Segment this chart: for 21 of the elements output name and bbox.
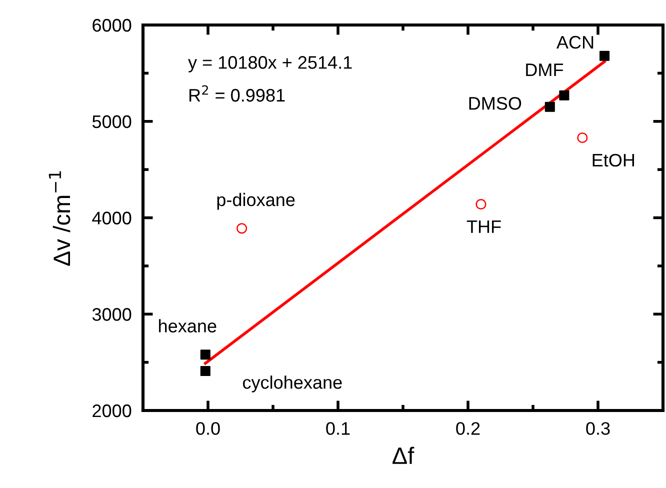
y-axis-title: Δv /cm$^{−1}$ (48, 171, 70, 266)
x-tick-label: 0.3 (586, 422, 610, 435)
annotation: EtOH (592, 154, 634, 167)
y-tick-label: 5000 (92, 115, 132, 128)
annotation: THF (466, 220, 501, 233)
annotation: cyclohexane (242, 376, 342, 392)
x-tick-label: 0.1 (326, 422, 350, 435)
x-tick-label: 0.2 (456, 422, 480, 435)
annotation: R$^{2}$ = 0.9981 (189, 85, 285, 102)
y-tick-label: 2000 (92, 404, 132, 418)
annotation: hexane (159, 319, 216, 332)
y-tick-label: 3000 (92, 308, 132, 321)
annotation: DMSO (469, 96, 522, 110)
annotation: p-dioxane (217, 192, 295, 210)
x-axis-title: Δf (392, 446, 414, 464)
annotation: y = 10180x + 2514.1 (188, 56, 352, 72)
y-tick-label: 4000 (92, 212, 132, 224)
annotation: ACN (556, 36, 594, 49)
annotation: DMF (526, 64, 564, 76)
y-tick-label: 6000 (92, 18, 132, 32)
x-tick-label: 0.0 (196, 422, 220, 435)
